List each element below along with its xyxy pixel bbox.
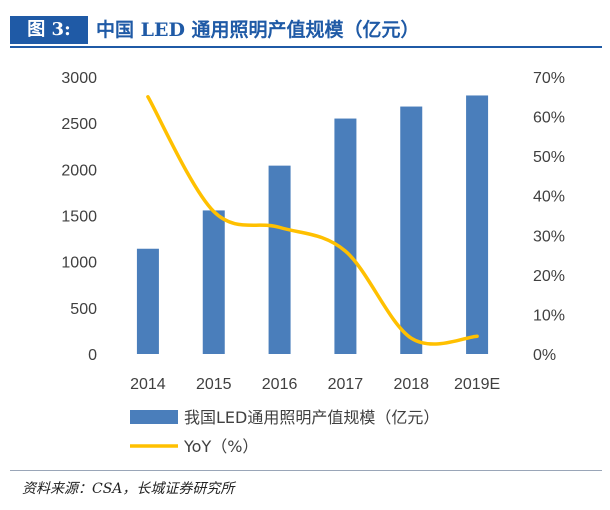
right-tick-label: 50% bbox=[533, 149, 565, 166]
left-tick-label: 3000 bbox=[61, 70, 97, 87]
bar-2014 bbox=[136, 248, 159, 354]
right-tick-label: 0% bbox=[533, 347, 556, 364]
bar-2018 bbox=[400, 106, 423, 354]
left-tick-label: 0 bbox=[88, 347, 97, 364]
left-tick-label: 1500 bbox=[61, 209, 97, 226]
yoy-line bbox=[146, 95, 479, 346]
left-tick-label: 2500 bbox=[61, 116, 97, 133]
bar-2016 bbox=[268, 165, 291, 354]
combo-chart: 0 500 1000 1500 2000 2500 3000 0% 10% 20% 30% 40% 5… bbox=[61, 70, 565, 456]
category-label-2016: 2016 bbox=[262, 376, 298, 393]
header-divider bbox=[10, 46, 602, 48]
right-axis-ticks: 0% 10% 20% 30% 40% 50% 60% 70% bbox=[533, 70, 565, 364]
right-tick-label: 70% bbox=[533, 70, 565, 87]
x-axis-categories: 2014 2015 2016 2017 2018 2019E bbox=[130, 376, 500, 393]
bar-2017 bbox=[334, 118, 357, 354]
bar-2015 bbox=[202, 210, 225, 354]
left-tick-label: 1000 bbox=[61, 255, 97, 272]
legend-bar-label: 我国LED通用照明产值规模（亿元） bbox=[184, 408, 439, 427]
right-tick-label: 20% bbox=[533, 268, 565, 285]
legend-line-label: YoY（%） bbox=[183, 437, 258, 456]
category-label-2018: 2018 bbox=[393, 376, 429, 393]
bar-2019E bbox=[466, 95, 489, 354]
figure-header: 图 3: 中国 LED 通用照明产值规模（亿元） bbox=[0, 0, 610, 50]
legend: 我国LED通用照明产值规模（亿元） YoY（%） bbox=[130, 408, 439, 456]
legend-bar-swatch bbox=[130, 410, 178, 424]
category-label-2017: 2017 bbox=[328, 376, 364, 393]
bars-layer bbox=[136, 95, 489, 354]
line-layer bbox=[146, 95, 479, 346]
source-note: 资料来源：CSA，长城证券研究所 bbox=[22, 481, 235, 497]
left-axis-ticks: 0 500 1000 1500 2000 2500 3000 bbox=[61, 70, 97, 364]
right-tick-label: 10% bbox=[533, 307, 565, 324]
left-tick-label: 500 bbox=[70, 301, 97, 318]
left-tick-label: 2000 bbox=[61, 162, 97, 179]
category-label-2014: 2014 bbox=[130, 376, 166, 393]
figure-title: 中国 LED 通用照明产值规模（亿元） bbox=[96, 19, 420, 41]
right-tick-label: 40% bbox=[533, 189, 565, 206]
category-label-2015: 2015 bbox=[196, 376, 232, 393]
right-tick-label: 30% bbox=[533, 228, 565, 245]
footer-divider bbox=[10, 470, 602, 471]
right-tick-label: 60% bbox=[533, 110, 565, 127]
figure-label: 图 3: bbox=[10, 16, 88, 44]
chart-container: 0 500 1000 1500 2000 2500 3000 0% 10% 20% 30% 40% 5… bbox=[0, 50, 610, 470]
category-label-2019E: 2019E bbox=[454, 376, 500, 393]
